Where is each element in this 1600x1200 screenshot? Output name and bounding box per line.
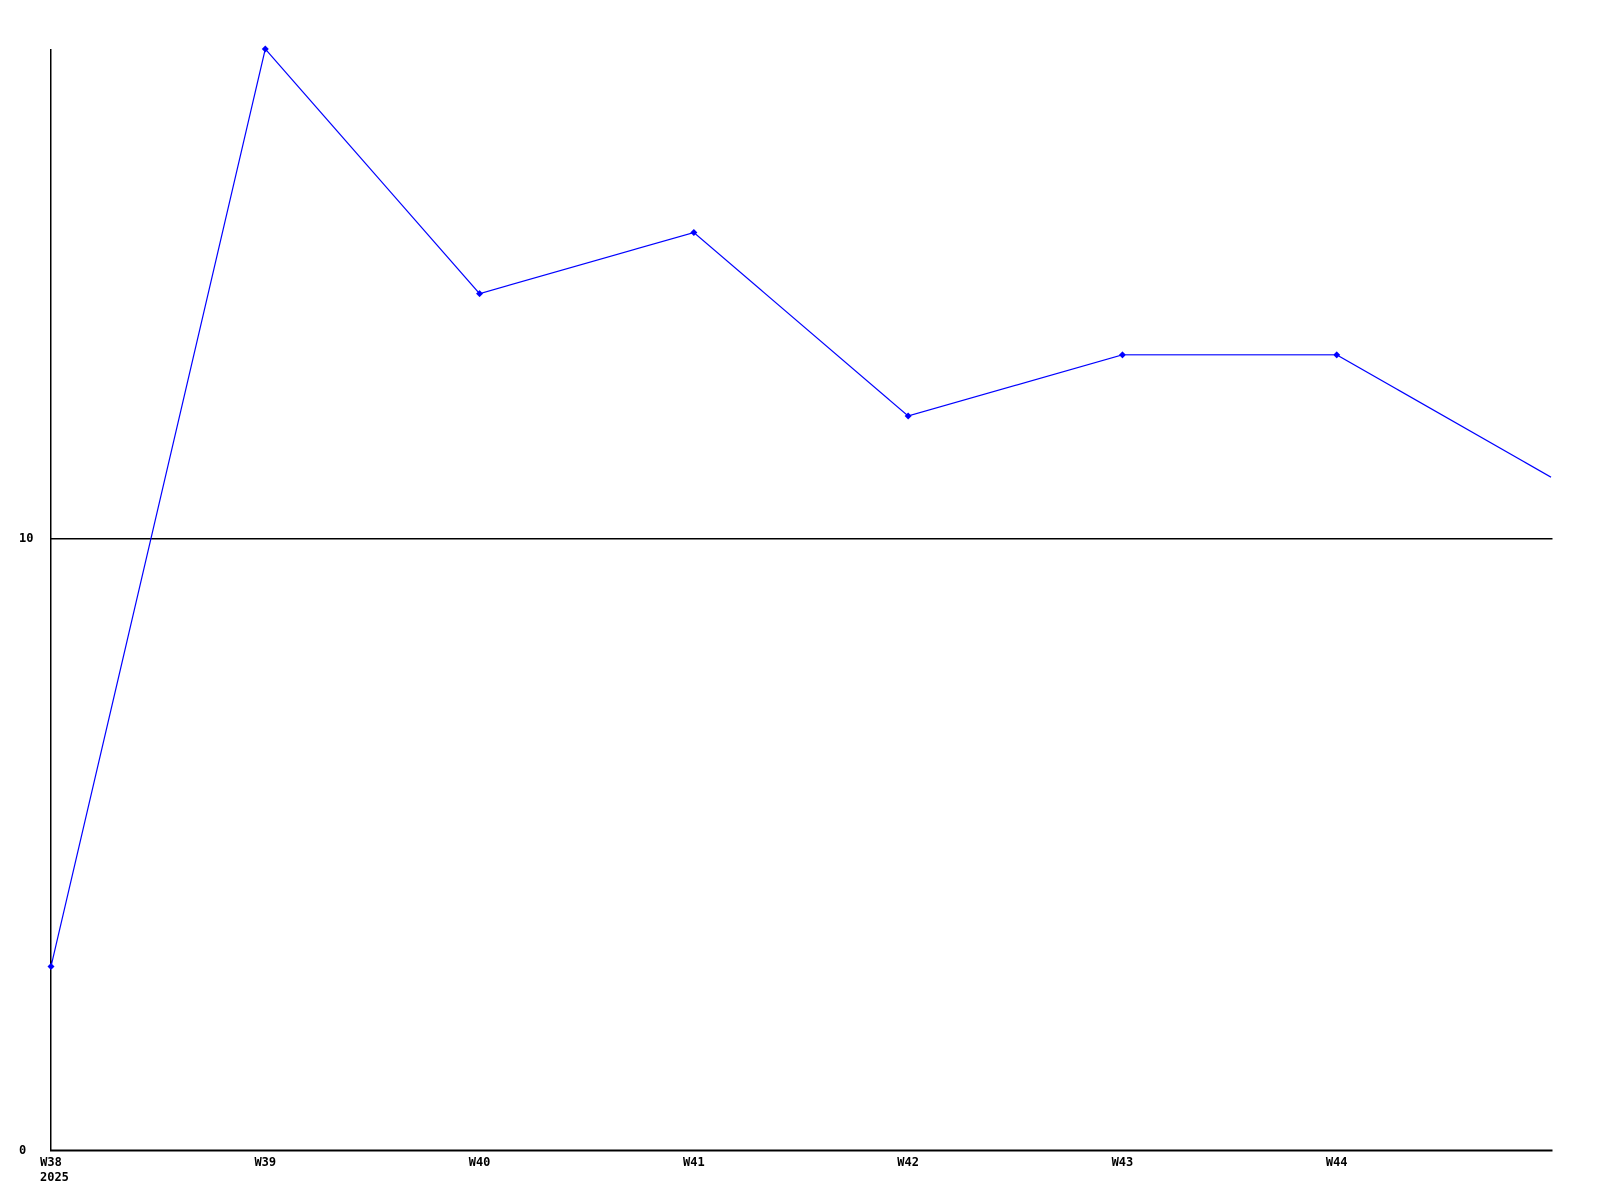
x-axis-year-label: 2025 — [40, 1170, 69, 1184]
data-point-marker — [47, 963, 55, 970]
data-point-marker — [261, 45, 269, 53]
x-tick-label: W40 — [468, 1155, 491, 1169]
y-tick-label: 0 — [19, 1143, 27, 1157]
data-point-marker — [904, 412, 912, 420]
y-tick-label: 10 — [19, 531, 34, 546]
data-point-marker — [476, 290, 484, 298]
x-tick-label: W43 — [1111, 1155, 1134, 1169]
data-point-marker — [1118, 351, 1126, 359]
x-tick-label: W44 — [1325, 1155, 1348, 1169]
data-line — [50, 47, 1552, 967]
x-tick-label: W38 — [40, 1155, 62, 1169]
x-tick-label: W39 — [254, 1155, 277, 1169]
x-tick-label: W42 — [897, 1155, 919, 1169]
data-point-marker — [690, 229, 698, 236]
data-point-marker — [1333, 351, 1341, 359]
x-tick-label: W41 — [683, 1155, 705, 1169]
